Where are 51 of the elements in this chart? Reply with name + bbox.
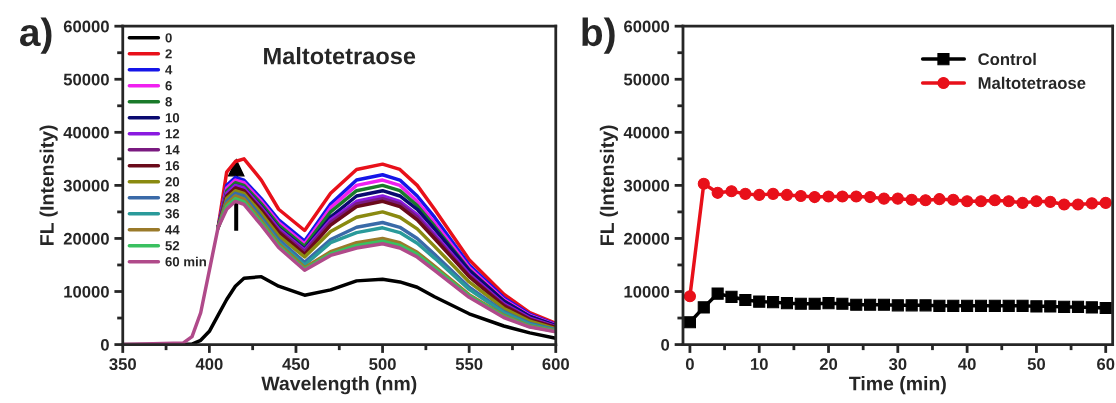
- x-tick-label: 550: [455, 358, 483, 370]
- legend-label: 14: [165, 145, 180, 155]
- text: b): [582, 17, 615, 54]
- y-tick-label: 20000: [63, 232, 109, 245]
- x-tick-label: 500: [369, 358, 396, 370]
- x-tick-label: 350: [109, 358, 136, 371]
- legend-label: 36: [165, 209, 180, 219]
- y-tick-label: 30000: [63, 179, 109, 192]
- x-tick-label: 450: [282, 358, 310, 370]
- y-axis-title: FL (Intensity): [599, 125, 618, 245]
- legend-label: 16: [165, 161, 180, 171]
- x-tick-label: 50: [1027, 358, 1046, 370]
- legend-label: 0: [165, 33, 172, 43]
- legend-label: 60 min: [165, 256, 206, 267]
- y-tick-label: 10000: [64, 285, 109, 298]
- y-tick-label: 60000: [624, 20, 670, 33]
- y-tick-label: 20000: [624, 232, 670, 245]
- x-tick-label: 10: [751, 358, 768, 370]
- y-tick-label: 50000: [63, 73, 109, 86]
- x-tick-label: 30: [888, 358, 907, 371]
- legend-label: 4: [165, 65, 173, 75]
- legend-label: 12: [165, 129, 180, 139]
- x-tick-label: 600: [542, 358, 569, 370]
- x-axis-title: Wavelength (nm): [261, 376, 417, 395]
- legend-label: 10: [165, 113, 180, 123]
- y-tick-label: 10000: [624, 285, 670, 298]
- legend-label: 2: [165, 49, 172, 59]
- y-tick-label: 30000: [623, 179, 670, 192]
- legend-label: Maltotetraose: [978, 76, 1086, 89]
- y-tick-label: 0: [100, 338, 109, 351]
- legend-label: 28: [165, 193, 180, 203]
- text: a): [19, 17, 52, 54]
- y-axis-title: FL (Intensity): [39, 125, 58, 245]
- x-tick-label: 60: [1097, 358, 1115, 370]
- legend-label: Control: [978, 52, 1036, 66]
- legend-label: 6: [165, 81, 172, 91]
- y-tick-label: 40000: [623, 126, 670, 139]
- x-tick-label: 400: [195, 358, 223, 370]
- x-tick-label: 20: [819, 358, 838, 370]
- x-tick-label: 0: [685, 358, 694, 370]
- y-tick-label: 40000: [63, 126, 109, 139]
- legend-label: 20: [165, 177, 180, 187]
- legend-label: 52: [165, 241, 180, 251]
- text: Maltotetraose: [264, 47, 416, 65]
- y-tick-label: 60000: [63, 20, 109, 33]
- y-tick-label: 0: [661, 338, 670, 351]
- legend-label: 44: [165, 225, 180, 235]
- y-tick-label: 50000: [623, 73, 670, 86]
- legend-label: 8: [165, 97, 172, 107]
- x-tick-label: 40: [958, 358, 976, 370]
- x-axis-title: Time (min): [849, 376, 946, 395]
